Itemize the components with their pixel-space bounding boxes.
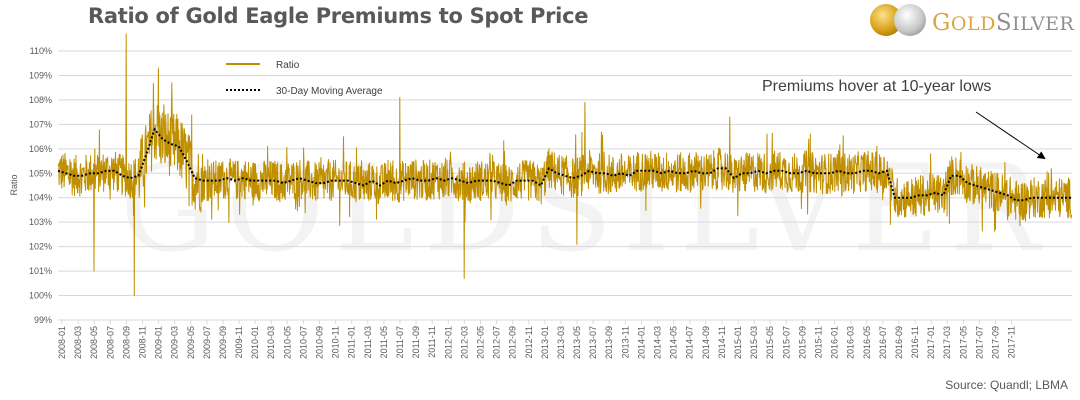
x-tick-label: 2013-05 xyxy=(572,326,582,359)
x-tick-label: 2010-11 xyxy=(331,326,341,358)
legend-ma-label: 30-Day Moving Average xyxy=(276,86,383,97)
y-tick-label: 104% xyxy=(29,193,52,203)
y-tick-label: 103% xyxy=(29,217,52,227)
x-tick-label: 2015-05 xyxy=(765,326,775,359)
x-tick-label: 2008-03 xyxy=(73,326,83,359)
x-tick-label: 2008-09 xyxy=(121,326,131,359)
x-tick-label: 2013-09 xyxy=(604,326,614,359)
x-tick-label: 2013-01 xyxy=(540,326,550,359)
x-tick-label: 2008-05 xyxy=(89,326,99,359)
x-tick-label: 2010-01 xyxy=(250,326,260,359)
legend-ratio-label: Ratio xyxy=(276,60,300,71)
x-tick-label: 2017-11 xyxy=(1007,326,1017,358)
x-tick-label: 2014-03 xyxy=(653,326,663,359)
y-tick-label: 109% xyxy=(29,70,52,80)
x-tick-label: 2010-07 xyxy=(298,326,308,359)
x-tick-label: 2011-07 xyxy=(395,326,405,358)
x-tick-label: 2008-11 xyxy=(137,326,147,358)
y-tick-label: 110% xyxy=(30,46,52,56)
x-tick-label: 2016-09 xyxy=(894,326,904,359)
x-tick-label: 2009-01 xyxy=(154,326,164,359)
x-tick-label: 2012-09 xyxy=(508,326,518,359)
x-tick-label: 2016-11 xyxy=(910,326,920,358)
x-tick-label: 2008-01 xyxy=(57,326,67,359)
x-tick-label: 2015-11 xyxy=(813,326,823,358)
annotation-arrow xyxy=(975,111,1046,160)
gridlines xyxy=(58,50,1072,297)
y-axis-label: Ratio xyxy=(9,174,19,195)
logo-wordmark: GOLDSILVER xyxy=(932,10,1075,36)
x-tick-label: 2013-03 xyxy=(556,326,566,359)
x-tick-label: 2014-01 xyxy=(636,326,646,359)
x-tick-label: 2015-09 xyxy=(797,326,807,359)
x-tick-label: 2016-07 xyxy=(878,326,888,359)
x-tick-label: 2012-11 xyxy=(524,326,534,358)
x-tick-label: 2017-07 xyxy=(974,326,984,359)
x-tick-label: 2011-05 xyxy=(379,326,389,358)
x-tick-label: 2017-01 xyxy=(926,326,936,359)
x-tick-label: 2014-11 xyxy=(717,326,727,358)
x-tick-label: 2010-05 xyxy=(282,326,292,359)
x-tick-label: 2014-07 xyxy=(685,326,695,359)
y-axis: 99% 100% 101% 102% 103% 104% 105% 106% 107% 108% 1… xyxy=(29,46,52,325)
x-tick-label: 2012-07 xyxy=(492,326,502,359)
y-tick-label: 99% xyxy=(34,315,52,325)
x-tick-label: 2013-11 xyxy=(620,326,630,358)
series-moving-average-line xyxy=(57,127,1072,202)
y-tick-label: 107% xyxy=(29,119,52,129)
y-tick-label: 106% xyxy=(29,144,52,154)
x-tick-label: 2009-07 xyxy=(202,326,212,359)
x-tick-label: 2017-09 xyxy=(991,326,1001,359)
x-tick-label: 2012-05 xyxy=(475,326,485,359)
x-tick-label: 2009-11 xyxy=(234,326,244,358)
x-axis: 2008-01 2008-03 2008-05 2008-07 2008-09 2008-… xyxy=(57,319,1072,359)
x-tick-label: 2011-03 xyxy=(363,326,373,358)
x-tick-label: 2017-03 xyxy=(942,326,952,359)
x-tick-label: 2014-05 xyxy=(669,326,679,359)
y-tick-label: 100% xyxy=(29,291,52,301)
x-tick-label: 2008-07 xyxy=(105,326,115,359)
x-tick-label: 2012-01 xyxy=(443,326,453,359)
x-tick-label: 2011-09 xyxy=(411,326,421,358)
x-tick-label: 2010-09 xyxy=(315,326,325,359)
x-tick-label: 2016-05 xyxy=(862,326,872,359)
silver-coin-icon xyxy=(894,4,926,36)
y-tick-label: 105% xyxy=(29,168,52,178)
chart-title: Ratio of Gold Eagle Premiums to Spot Pri… xyxy=(88,4,589,28)
y-tick-label: 101% xyxy=(29,266,52,276)
x-tick-label: 2015-07 xyxy=(781,326,791,359)
y-tick-label: 108% xyxy=(29,95,52,105)
x-tick-label: 2010-03 xyxy=(266,326,276,359)
x-tick-label: 2015-01 xyxy=(733,326,743,359)
x-tick-label: 2017-05 xyxy=(958,326,968,359)
y-tick-label: 102% xyxy=(29,242,52,252)
x-tick-label: 2009-09 xyxy=(218,326,228,359)
x-tick-label: 2015-03 xyxy=(749,326,759,359)
arrow-icon xyxy=(975,111,1046,160)
source-note: Source: Quandl; LBMA xyxy=(945,378,1068,392)
x-tick-label: 2016-03 xyxy=(846,326,856,359)
legend: Ratio 30-Day Moving Average xyxy=(226,60,383,97)
x-tick-label: 2011-01 xyxy=(347,326,357,358)
x-tick-label: 2009-05 xyxy=(186,326,196,359)
x-tick-label: 2011-11 xyxy=(427,326,437,358)
x-tick-label: 2014-09 xyxy=(701,326,711,359)
series-group xyxy=(57,33,1073,296)
series-ratio-line xyxy=(57,33,1073,296)
x-tick-label: 2013-07 xyxy=(588,326,598,359)
x-tick-label: 2016-01 xyxy=(830,326,840,359)
x-tick-label: 2009-03 xyxy=(170,326,180,359)
x-tick-label: 2012-03 xyxy=(459,326,469,359)
annotation-text: Premiums hover at 10-year lows xyxy=(762,78,992,95)
goldsilver-logo: GOLDSILVER xyxy=(868,4,1078,38)
